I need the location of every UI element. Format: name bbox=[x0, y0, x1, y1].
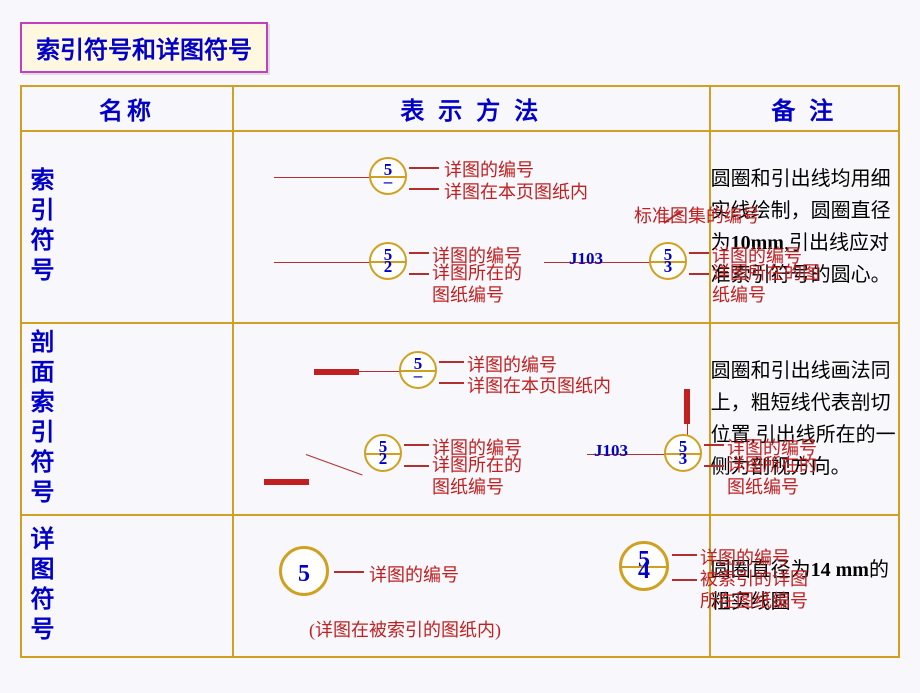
circle-5-3: 5 3 bbox=[649, 242, 687, 280]
circle-big-5: 5 bbox=[279, 546, 329, 596]
circle-5-dash: 5 – bbox=[399, 351, 437, 389]
leader-line bbox=[689, 252, 709, 254]
cut-mark bbox=[684, 389, 690, 424]
circle-5-3: 5 3 bbox=[664, 434, 702, 472]
label-in-page: 详图在本页图纸内 bbox=[444, 178, 588, 204]
header-name: 名称 bbox=[21, 86, 233, 131]
label-j103: J103 bbox=[594, 441, 628, 461]
num-bot: – bbox=[371, 172, 405, 192]
header-note: 备 注 bbox=[710, 86, 899, 131]
label-drawing-num: 详图所在的图纸编号 bbox=[727, 455, 817, 498]
label-paren: (详图在被索引的图纸内) bbox=[309, 616, 501, 642]
row-detail-symbol: 详图符号 5 详图的编号 (详图在被索引的图纸内) 5 4 详图的编号 被索引的… bbox=[21, 515, 899, 657]
leader-line bbox=[439, 382, 464, 384]
circle-5-dash: 5 – bbox=[369, 157, 407, 195]
row-index-symbol: 索引符号 5 – 详图的编号 详图在本页图纸内 5 2 bbox=[21, 131, 899, 323]
leader-line bbox=[274, 262, 374, 263]
leader-line bbox=[439, 361, 464, 363]
leader-line bbox=[404, 465, 429, 467]
row1-method: 5 – 详图的编号 详图在本页图纸内 5 2 详图的编号 详图所在的 bbox=[234, 132, 709, 322]
circle-5-2: 5 2 bbox=[364, 434, 402, 472]
leader-line bbox=[354, 371, 404, 372]
label-in-page: 详图在本页图纸内 bbox=[467, 372, 611, 398]
leader-line bbox=[704, 465, 724, 467]
circle-5-2: 5 2 bbox=[369, 242, 407, 280]
label-detail-num: 详图的编号 bbox=[700, 544, 790, 570]
cut-mark bbox=[314, 369, 359, 375]
leader-line bbox=[689, 273, 709, 275]
num-bot: 2 bbox=[371, 257, 405, 277]
label-drawing-num: 详图所在的图纸编号 bbox=[712, 263, 820, 306]
row2-name: 剖面索引符号 bbox=[22, 329, 57, 509]
label-j103: J103 bbox=[569, 249, 603, 269]
page-title: 索引符号和详图符号 bbox=[20, 22, 268, 73]
num-bot: – bbox=[401, 366, 435, 386]
label-std-set: 标准图集的编号 bbox=[634, 202, 760, 228]
row2-method: 5 – 详图的编号 详图在本页图纸内 5 2 详图的编号 bbox=[234, 324, 709, 514]
symbol-table: 名称 表 示 方 法 备 注 索引符号 5 – 详图的编号 详图在本页图纸内 bbox=[20, 85, 900, 658]
label-indexed: 被索引的详图所在图纸编号 bbox=[700, 569, 808, 612]
circle-5-4: 5 4 bbox=[619, 541, 669, 591]
label-drawing-num: 详图所在的图纸编号 bbox=[432, 263, 522, 306]
row1-name: 索引符号 bbox=[22, 167, 57, 287]
cut-mark bbox=[264, 479, 309, 485]
leader-line bbox=[306, 454, 363, 475]
leader-line bbox=[672, 579, 697, 581]
num-bot: 3 bbox=[651, 257, 685, 277]
header-row: 名称 表 示 方 法 备 注 bbox=[21, 86, 899, 131]
leader-line bbox=[409, 188, 439, 190]
leader-line bbox=[409, 167, 439, 169]
row3-name: 详图符号 bbox=[22, 526, 57, 646]
leader-line bbox=[274, 177, 374, 178]
leader-line bbox=[704, 444, 724, 446]
leader-line bbox=[334, 571, 364, 573]
leader-line bbox=[404, 444, 429, 446]
leader-line bbox=[672, 554, 697, 556]
num-bot: 3 bbox=[666, 449, 700, 469]
leader-line bbox=[409, 252, 429, 254]
leader-line bbox=[409, 273, 429, 275]
row3-method: 5 详图的编号 (详图在被索引的图纸内) 5 4 详图的编号 被索引的详图所在图… bbox=[234, 516, 709, 656]
num-bot: 2 bbox=[366, 449, 400, 469]
num-bot: 4 bbox=[622, 558, 666, 585]
label-drawing-num: 详图所在的图纸编号 bbox=[432, 455, 522, 498]
header-method: 表 示 方 法 bbox=[233, 86, 710, 131]
label-detail-num: 详图的编号 bbox=[369, 561, 459, 587]
row-section-index-symbol: 剖面索引符号 5 – 详图的编号 详图在本页图纸内 5 bbox=[21, 323, 899, 515]
